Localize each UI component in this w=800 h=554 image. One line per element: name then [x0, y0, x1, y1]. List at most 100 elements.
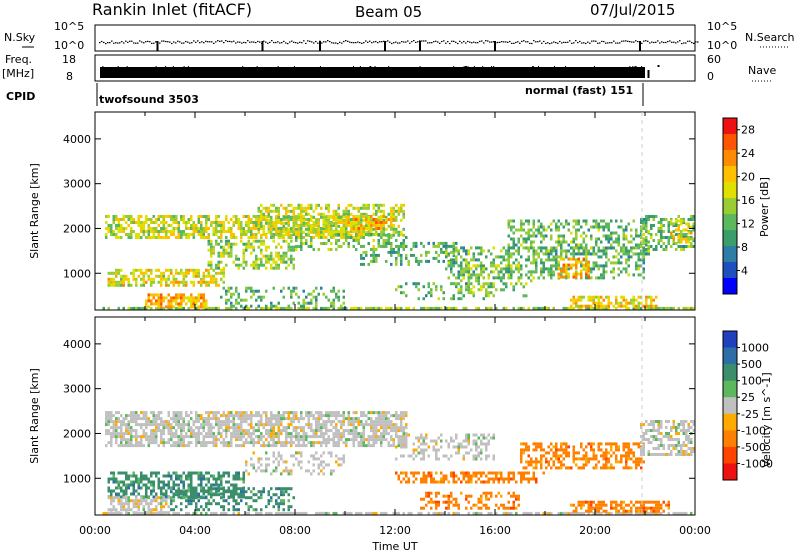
data-cell [147, 441, 150, 445]
data-cell [315, 301, 318, 305]
data-cell [480, 270, 483, 274]
data-cell [635, 234, 638, 238]
data-cell [625, 234, 628, 238]
data-cell [575, 234, 578, 238]
data-cell [112, 496, 115, 500]
data-cell [110, 283, 113, 287]
data-cell [395, 259, 398, 263]
data-cell [325, 444, 328, 448]
data-cell [555, 222, 558, 226]
data-cell [127, 502, 130, 506]
data-cell [255, 429, 258, 433]
data-cell [145, 474, 148, 478]
data-cell [225, 471, 228, 475]
data-cell [307, 206, 310, 210]
data-cell [242, 254, 245, 258]
data-cell [545, 234, 548, 238]
data-cell [667, 224, 670, 227]
data-cell [532, 225, 535, 229]
freq-tick-bottom: 8 [66, 70, 73, 83]
data-cell [257, 206, 260, 210]
nsky-sample [307, 40, 309, 42]
data-cell [487, 291, 490, 295]
data-cell [182, 293, 185, 297]
data-cell [505, 282, 508, 286]
nsky-sample [375, 40, 377, 43]
data-cell [155, 426, 158, 430]
data-cell [502, 267, 505, 271]
data-cell [280, 236, 283, 239]
data-cell [585, 261, 588, 265]
data-cell [252, 441, 255, 445]
data-cell [287, 423, 290, 427]
data-cell [180, 271, 183, 275]
data-cell [380, 244, 383, 248]
data-cell [397, 250, 400, 254]
data-cell [512, 288, 515, 292]
data-cell [260, 298, 263, 302]
data-cell [300, 212, 303, 216]
data-cell [482, 297, 485, 301]
data-cell [390, 262, 393, 266]
data-cell [227, 474, 230, 478]
data-cell [127, 426, 130, 430]
data-cell [267, 215, 270, 218]
data-cell [542, 511, 545, 515]
freq-sample [369, 66, 371, 68]
data-cell [277, 301, 280, 305]
data-cell [570, 246, 573, 250]
data-cell [495, 255, 498, 259]
data-cell [110, 492, 113, 496]
data-cell [350, 423, 353, 427]
data-cell [182, 221, 185, 224]
data-cell [152, 302, 155, 306]
data-cell [270, 411, 273, 415]
data-cell [400, 426, 403, 430]
data-cell [145, 215, 148, 218]
data-cell [392, 444, 395, 448]
data-cell [175, 411, 178, 415]
data-cell [230, 426, 233, 430]
nsky-sample [189, 42, 191, 44]
data-cell [602, 306, 605, 310]
data-cell [672, 230, 675, 233]
data-cell [502, 273, 505, 277]
data-cell [147, 502, 150, 506]
data-cell [332, 414, 335, 418]
data-cell [167, 474, 170, 478]
data-cell [340, 423, 343, 427]
data-cell [450, 258, 453, 262]
data-cell [300, 230, 303, 233]
data-cell [252, 292, 255, 296]
data-cell [277, 306, 280, 310]
data-cell [397, 429, 400, 433]
data-cell [260, 263, 263, 267]
data-cell [297, 417, 300, 421]
data-cell [380, 432, 383, 436]
data-cell [512, 252, 515, 256]
data-cell [282, 221, 285, 225]
data-cell [202, 274, 205, 278]
data-cell [585, 258, 588, 262]
data-cell [180, 477, 183, 481]
data-cell [405, 411, 408, 415]
data-cell [285, 426, 288, 430]
data-cell [657, 221, 660, 224]
data-cell [332, 218, 335, 221]
data-cell [602, 273, 605, 277]
data-cell [585, 269, 588, 273]
data-cell [180, 215, 183, 218]
data-cell [627, 273, 630, 277]
data-cell [247, 227, 250, 230]
data-cell [567, 263, 570, 267]
data-cell [577, 257, 580, 261]
data-cell [660, 306, 663, 310]
data-cell [197, 221, 200, 224]
data-cell [170, 296, 173, 300]
data-cell [342, 301, 345, 305]
nsky-sample [371, 42, 373, 44]
data-cell [267, 224, 270, 228]
nsky-sample [569, 40, 571, 42]
data-cell [122, 423, 125, 427]
data-cell [477, 252, 480, 256]
